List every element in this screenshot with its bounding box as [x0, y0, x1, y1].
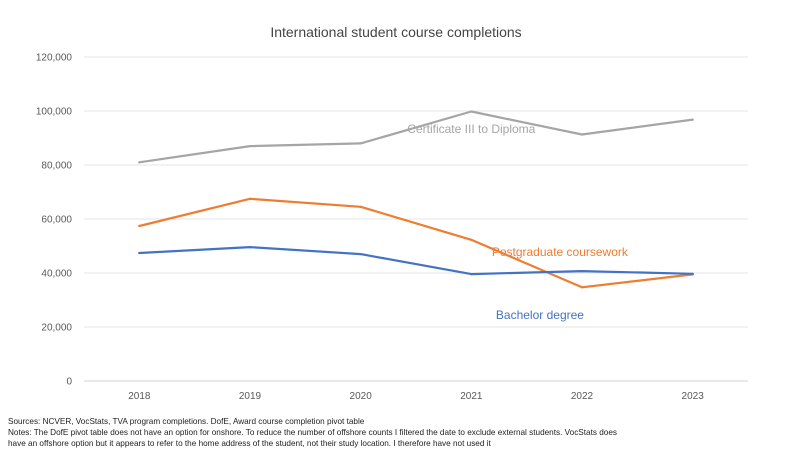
data-point-bachelor-degree — [691, 272, 694, 275]
y-tick-label: 100,000 — [36, 107, 73, 118]
data-point-certificate-iii-to-diploma — [248, 145, 252, 148]
y-tick-label: 80,000 — [41, 161, 72, 172]
x-tick-label: 2020 — [350, 391, 373, 402]
data-point-certificate-iii-to-diploma — [691, 118, 694, 121]
data-point-bachelor-degree — [248, 245, 252, 249]
series-labels: Certificate III to Diploma Postgraduate c… — [407, 122, 629, 322]
x-tick-label: 2021 — [460, 391, 483, 402]
notes-line-1: Notes: The DofE pivot table does not hav… — [8, 428, 617, 437]
data-point-certificate-iii-to-diploma — [138, 161, 141, 164]
y-tick-label: 20,000 — [41, 323, 72, 334]
data-point-bachelor-degree — [359, 253, 362, 256]
chart-title: International student course completions — [270, 24, 521, 40]
line-chart: International student course completions… — [36, 24, 748, 402]
series-label-postgraduate-coursework: Postgraduate coursework — [492, 245, 629, 259]
series-line-postgraduate-coursework — [138, 197, 694, 289]
data-point-certificate-iii-to-diploma — [470, 110, 473, 113]
chart-footnotes: Sources: NCVER, VocStats, TVA program co… — [8, 416, 792, 449]
gridlines — [84, 56, 748, 382]
data-point-postgraduate-coursework — [580, 286, 584, 289]
sources-note: Sources: NCVER, VocStats, TVA program co… — [8, 417, 365, 426]
data-point-bachelor-degree — [580, 270, 584, 273]
data-point-postgraduate-coursework — [470, 238, 473, 241]
x-tick-label: 2023 — [682, 391, 705, 402]
series-line-certificate-iii-to-diploma — [138, 110, 694, 164]
series-lines — [138, 110, 694, 289]
data-point-certificate-iii-to-diploma — [359, 142, 362, 145]
y-tick-label: 40,000 — [41, 269, 72, 280]
y-tick-label: 120,000 — [36, 53, 73, 64]
x-tick-label: 2018 — [128, 391, 151, 402]
y-axis-tick-labels: 0 20,000 40,000 60,000 80,000 100,000 120,000 — [36, 53, 73, 388]
y-tick-label: 0 — [66, 377, 72, 388]
y-tick-label: 60,000 — [41, 215, 72, 226]
x-tick-label: 2022 — [571, 391, 594, 402]
data-point-bachelor-degree — [138, 251, 141, 255]
notes-line-2: have an offshore option but it appears t… — [8, 439, 491, 448]
data-point-postgraduate-coursework — [138, 224, 141, 228]
x-tick-label: 2019 — [239, 391, 262, 402]
data-point-certificate-iii-to-diploma — [580, 133, 584, 136]
data-point-bachelor-degree — [470, 272, 473, 276]
series-label-bachelor-degree: Bachelor degree — [496, 308, 584, 322]
series-label-certificate-iii-to-diploma: Certificate III to Diploma — [407, 122, 535, 136]
series-line-bachelor-degree — [138, 246, 694, 276]
data-point-postgraduate-coursework — [359, 205, 362, 208]
data-point-postgraduate-coursework — [248, 197, 252, 200]
x-axis-tick-labels: 2018 2019 2020 2021 2022 2023 — [128, 391, 704, 402]
